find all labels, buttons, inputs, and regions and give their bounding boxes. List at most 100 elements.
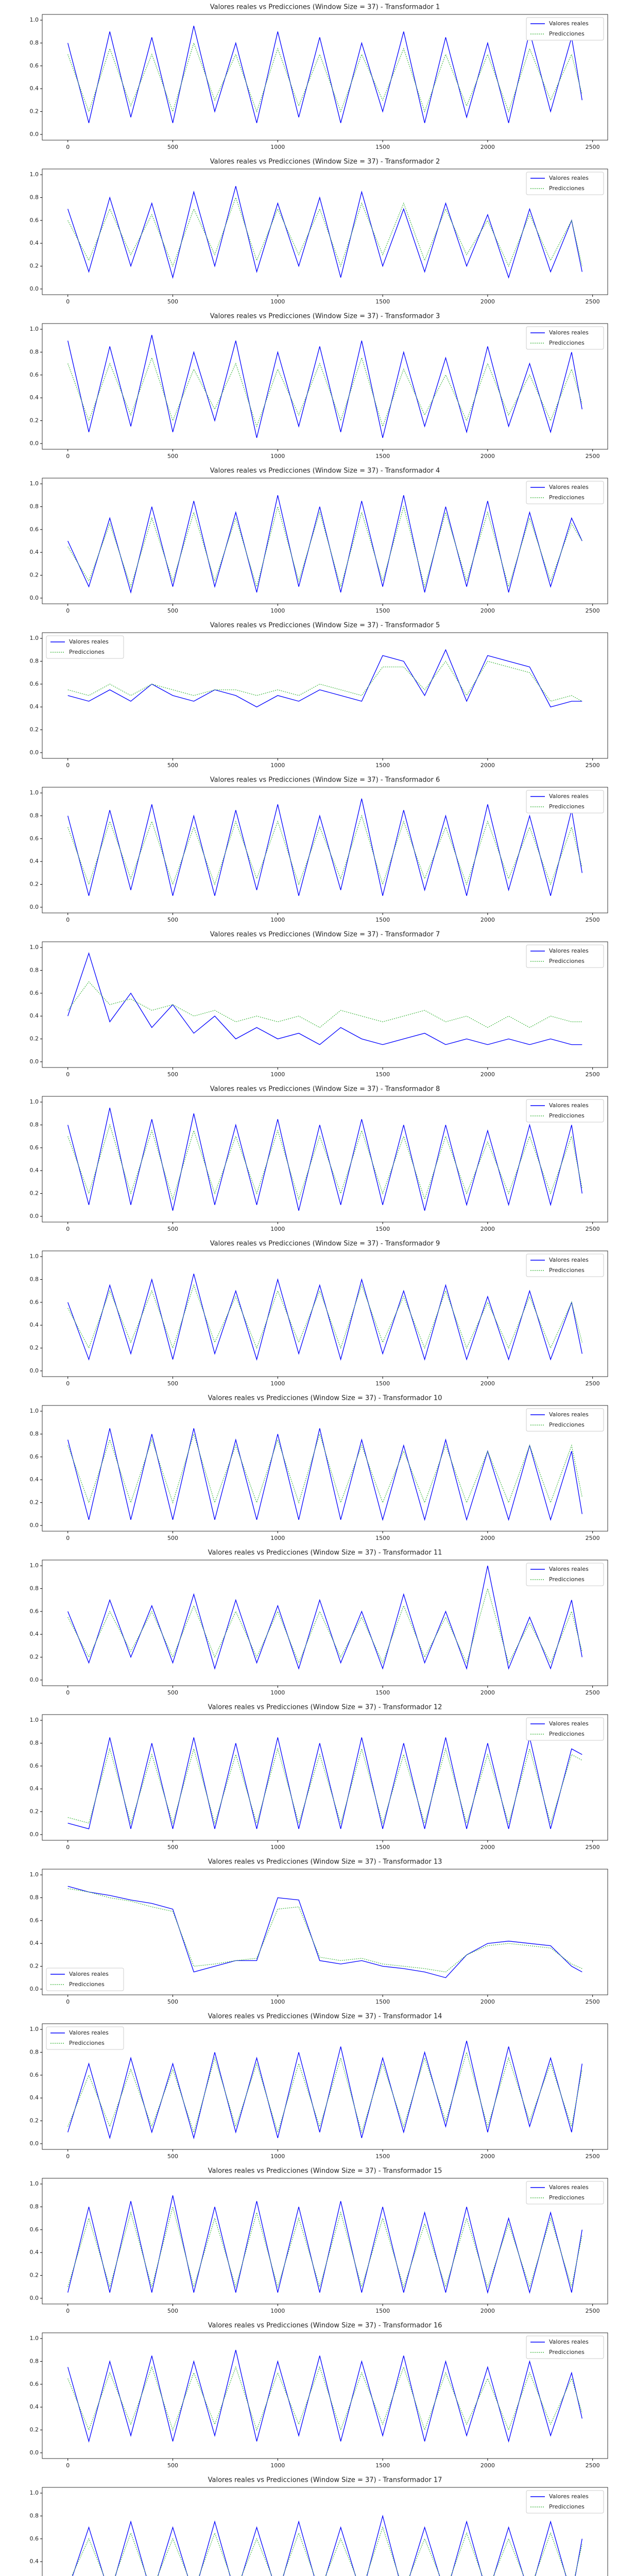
x-tick-label: 500	[167, 1689, 178, 1696]
y-tick-label: 1.0	[30, 1871, 39, 1878]
x-tick-label: 2500	[586, 1689, 600, 1696]
legend: Valores reales Predicciones	[526, 790, 604, 814]
series-line	[67, 2366, 582, 2431]
x-tick-label: 2000	[480, 2308, 495, 2314]
legend-label: Predicciones	[549, 1267, 585, 1274]
chart-title: Valores reales vs Predicciones (Window S…	[210, 622, 440, 630]
legend-box	[46, 1968, 124, 1991]
x-tick-label: 2500	[586, 1998, 600, 2005]
y-tick-label: 0.6	[30, 2226, 39, 2233]
x-tick-label: 1500	[375, 1226, 390, 1232]
x-tick-label: 1000	[270, 917, 285, 923]
legend-label: Valores reales	[549, 484, 589, 490]
chart-title: Valores reales vs Predicciones (Window S…	[210, 467, 440, 475]
y-tick-label: 0.6	[30, 990, 39, 996]
y-tick-label: 1.0	[30, 944, 39, 951]
series-line	[67, 799, 582, 896]
y-tick-label: 0.4	[30, 240, 39, 246]
y-tick-label: 0.6	[30, 1762, 39, 1769]
y-tick-label: 0.2	[30, 2272, 39, 2279]
x-tick-label: 0	[66, 2153, 70, 2160]
y-tick-label: 0.0	[30, 1367, 39, 1374]
x-tick-label: 2500	[586, 1226, 600, 1232]
y-tick-label: 0.6	[30, 371, 39, 378]
x-tick-label: 2000	[480, 1535, 495, 1541]
legend-box	[526, 481, 604, 504]
y-tick-label: 1.0	[30, 326, 39, 332]
y-tick-label: 0.4	[30, 394, 39, 401]
x-tick-label: 2500	[586, 2462, 600, 2469]
y-tick-label: 0.8	[30, 1739, 39, 1746]
y-tick-label: 0.8	[30, 812, 39, 819]
legend-label: Predicciones	[549, 494, 585, 501]
chart-title: Valores reales vs Predicciones (Window S…	[210, 1086, 440, 1093]
chart-title: Valores reales vs Predicciones (Window S…	[208, 2167, 442, 2175]
x-tick-label: 1000	[270, 1998, 285, 2005]
y-tick-label: 0.4	[30, 1476, 39, 1483]
x-tick-label: 1000	[270, 2462, 285, 2469]
x-tick-label: 2000	[480, 607, 495, 614]
legend: Valores reales Predicciones	[46, 1968, 124, 1991]
x-tick-label: 1000	[270, 1689, 285, 1696]
y-tick-label: 0.2	[30, 2117, 39, 2124]
y-tick-label: 0.0	[30, 1058, 39, 1065]
x-tick-label: 1500	[375, 1380, 390, 1387]
y-tick-label: 1.0	[30, 1253, 39, 1260]
chart-panel: Valores reales vs Predicciones (Window S…	[30, 2013, 608, 2160]
x-tick-label: 500	[167, 2308, 178, 2314]
chart-title: Valores reales vs Predicciones (Window S…	[208, 1858, 442, 1866]
y-tick-label: 0.8	[30, 1276, 39, 1282]
x-tick-label: 1500	[375, 144, 390, 150]
y-tick-label: 0.6	[30, 1299, 39, 1306]
y-tick-label: 1.0	[30, 2335, 39, 2342]
x-tick-label: 1000	[270, 1844, 285, 1851]
legend: Valores reales Predicciones	[526, 17, 604, 41]
plot-area	[42, 2023, 608, 2150]
legend-label: Valores reales	[549, 1411, 589, 1418]
x-tick-label: 2500	[586, 762, 600, 769]
x-tick-label: 2000	[480, 1071, 495, 1078]
legend-box	[526, 1408, 604, 1432]
legend-box	[526, 2490, 604, 2514]
y-tick-label: 0.4	[30, 2558, 39, 2565]
y-tick-label: 1.0	[30, 2180, 39, 2187]
x-tick-label: 1500	[375, 762, 390, 769]
legend-box	[526, 172, 604, 195]
chart-panel: Valores reales vs Predicciones (Window S…	[30, 1240, 608, 1387]
y-tick-label: 0.2	[30, 1345, 39, 1351]
y-tick-label: 0.6	[30, 1917, 39, 1924]
x-tick-label: 1500	[375, 917, 390, 923]
x-tick-label: 2500	[586, 607, 600, 614]
series-line	[67, 2051, 582, 2134]
x-tick-label: 1000	[270, 1535, 285, 1541]
y-tick-label: 1.0	[30, 1408, 39, 1414]
chart-title: Valores reales vs Predicciones (Window S…	[208, 1549, 442, 1557]
x-tick-label: 0	[66, 917, 70, 923]
x-tick-label: 1500	[375, 1844, 390, 1851]
x-tick-label: 500	[167, 1380, 178, 1387]
legend-label: Valores reales	[69, 638, 109, 645]
x-tick-label: 2500	[586, 917, 600, 923]
y-tick-label: 0.0	[30, 2140, 39, 2147]
y-tick-label: 1.0	[30, 2489, 39, 2496]
x-tick-label: 0	[66, 762, 70, 769]
y-tick-label: 0.0	[30, 1986, 39, 1992]
legend-label: Valores reales	[549, 20, 589, 27]
legend-box	[526, 2181, 604, 2205]
x-tick-label: 0	[66, 2462, 70, 2469]
y-tick-label: 0.2	[30, 1654, 39, 1660]
legend-label: Predicciones	[549, 1421, 585, 1428]
series-line	[67, 815, 582, 886]
x-tick-label: 500	[167, 298, 178, 305]
plot-area	[42, 1096, 608, 1223]
chart-panel: Valores reales vs Predicciones (Window S…	[30, 467, 608, 614]
legend-label: Valores reales	[69, 2029, 109, 2036]
series-line	[67, 505, 582, 588]
chart-panel: Valores reales vs Predicciones (Window S…	[30, 1086, 608, 1232]
chart-panel: Valores reales vs Predicciones (Window S…	[30, 1395, 608, 1541]
x-tick-label: 1000	[270, 1071, 285, 1078]
x-tick-label: 2500	[586, 144, 600, 150]
plot-area	[42, 478, 608, 604]
x-tick-label: 1500	[375, 2153, 390, 2160]
